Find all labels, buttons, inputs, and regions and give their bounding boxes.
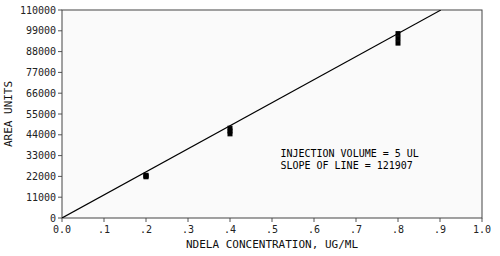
x-tick-label: .6: [308, 224, 320, 235]
data-point: [396, 32, 400, 36]
x-tick-label: .2: [140, 224, 152, 235]
x-tick-label: .7: [350, 224, 362, 235]
y-tick: [58, 51, 62, 52]
annotation: INJECTION VOLUME = 5 UL: [280, 148, 418, 159]
x-tick-label: .3: [182, 224, 194, 235]
x-tick-label: .5: [266, 224, 278, 235]
x-tick: [146, 218, 147, 222]
y-tick-label: 0: [50, 213, 56, 224]
x-tick-label: 0.0: [53, 224, 71, 235]
y-tick-label: 55000: [26, 109, 56, 120]
x-tick-label: .4: [224, 224, 236, 235]
y-axis-label: AREA UNITS: [2, 81, 15, 147]
y-tick: [58, 197, 62, 198]
y-tick: [58, 72, 62, 73]
y-tick: [58, 176, 62, 177]
y-tick-label: 66000: [26, 88, 56, 99]
x-tick: [314, 218, 315, 222]
y-tick: [58, 218, 62, 219]
x-tick-label: .1: [98, 224, 110, 235]
x-tick: [188, 218, 189, 222]
y-tick-label: 99000: [26, 25, 56, 36]
data-point: [396, 36, 400, 40]
y-tick-label: 88000: [26, 46, 56, 57]
y-tick: [58, 30, 62, 31]
x-axis-label: NDELA CONCENTRATION, UG/ML: [186, 238, 359, 251]
data-point: [396, 41, 400, 45]
x-tick: [272, 218, 273, 222]
data-point: [228, 126, 232, 130]
x-tick-label: .9: [434, 224, 446, 235]
x-tick: [104, 218, 105, 222]
y-tick-label: 110000: [20, 5, 56, 16]
y-tick-label: 11000: [26, 192, 56, 203]
x-tick: [62, 218, 63, 222]
plot-area: [62, 10, 482, 218]
y-tick: [58, 10, 62, 11]
data-point: [144, 174, 148, 178]
y-tick-label: 33000: [26, 150, 56, 161]
data-point: [144, 173, 148, 177]
plot-frame: [62, 10, 482, 218]
x-tick-label: .8: [392, 224, 404, 235]
y-tick: [58, 134, 62, 135]
y-tick-label: 44000: [26, 129, 56, 140]
y-tick: [58, 114, 62, 115]
x-tick-label: 1.0: [473, 224, 491, 235]
x-tick: [482, 218, 483, 222]
y-tick-label: 77000: [26, 67, 56, 78]
y-tick: [58, 93, 62, 94]
calibration-line: [62, 10, 441, 218]
y-tick-label: 22000: [26, 171, 56, 182]
x-tick: [230, 218, 231, 222]
x-tick: [356, 218, 357, 222]
x-tick: [398, 218, 399, 222]
x-tick: [440, 218, 441, 222]
chart: 0.0 .1 .2 .3 .4 .5 .6 .7 .8 .9 1.0 0 11000 22000 33000…: [0, 0, 500, 256]
y-tick: [58, 155, 62, 156]
marks: [62, 10, 441, 218]
annotation: SLOPE OF LINE = 121907: [280, 160, 412, 171]
